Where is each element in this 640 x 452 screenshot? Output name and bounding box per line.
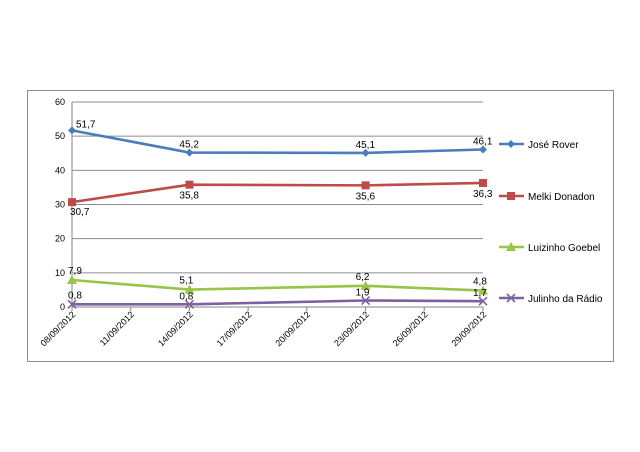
data-label: 1,7 <box>473 288 487 299</box>
x-tick-label: 08/09/2012 <box>38 309 77 348</box>
data-point-triangle <box>478 285 488 295</box>
data-label: 4,8 <box>473 277 487 288</box>
data-label: 6,2 <box>356 272 370 283</box>
y-tick-label: 20 <box>55 234 65 244</box>
data-point-x <box>67 299 77 309</box>
data-point-x <box>478 296 488 306</box>
x-tick-label: 17/09/2012 <box>215 309 254 348</box>
data-point-square <box>185 180 194 189</box>
x-tick-label: 23/09/2012 <box>332 309 371 348</box>
data-label: 30,7 <box>70 207 90 218</box>
data-label: 51,7 <box>76 119 96 130</box>
data-point-diamond <box>361 148 370 157</box>
legend-label: Luizinho Goebel <box>528 243 600 254</box>
chart-frame: 0 10 20 30 40 50 60 08/09/2012 11/09/2012 14/09/2… <box>27 90 614 362</box>
y-tick-label: 0 <box>60 302 65 312</box>
y-tick-label: 30 <box>55 200 65 210</box>
data-label: 1,9 <box>356 288 370 299</box>
data-label: 0,8 <box>68 290 82 301</box>
legend-label: José Rover <box>528 140 579 151</box>
y-tick-label: 10 <box>55 268 65 278</box>
x-tick-label: 14/09/2012 <box>156 309 195 348</box>
data-point-triangle <box>506 242 516 251</box>
x-tick-label: 20/09/2012 <box>273 309 312 348</box>
data-point-x <box>361 295 371 306</box>
x-tick-label: 26/09/2012 <box>391 309 430 348</box>
data-point-diamond <box>507 140 515 148</box>
data-label: 36,3 <box>473 189 493 200</box>
line-chart: 0 10 20 30 40 50 60 08/09/2012 11/09/2012 14/09/2… <box>38 97 603 348</box>
data-label: 5,1 <box>179 276 193 287</box>
legend-label: Julinho da Rádio <box>528 294 603 305</box>
data-point-triangle <box>67 275 77 285</box>
data-label: 45,1 <box>356 140 376 151</box>
data-label: 46,1 <box>473 136 493 147</box>
data-label: 35,6 <box>356 191 376 202</box>
legend-label: Melki Donadon <box>528 192 595 203</box>
data-point-square <box>361 181 370 190</box>
data-point-x <box>506 293 516 303</box>
data-point-triangle <box>360 280 371 290</box>
y-tick-label: 40 <box>55 165 65 175</box>
data-point-triangle <box>184 284 195 294</box>
x-tick-label: 11/09/2012 <box>98 309 136 347</box>
data-label: 0,8 <box>179 291 193 302</box>
series-line <box>71 278 484 292</box>
data-point-x <box>184 299 194 309</box>
y-tick-label: 50 <box>55 131 65 141</box>
data-point-square <box>68 198 76 207</box>
data-point-square <box>479 178 487 187</box>
data-label: 45,2 <box>179 140 199 151</box>
series-line <box>71 129 484 155</box>
series-line <box>71 181 484 204</box>
data-label: 7,9 <box>68 266 82 277</box>
data-point-diamond <box>479 145 487 154</box>
data-point-diamond <box>68 126 76 135</box>
series-line <box>72 299 484 306</box>
x-tick-label: 29/09/2012 <box>449 309 488 348</box>
data-point-square <box>507 192 515 200</box>
data-point-diamond <box>185 148 194 157</box>
y-tick-label: 60 <box>55 97 65 107</box>
data-label: 35,8 <box>179 191 199 202</box>
